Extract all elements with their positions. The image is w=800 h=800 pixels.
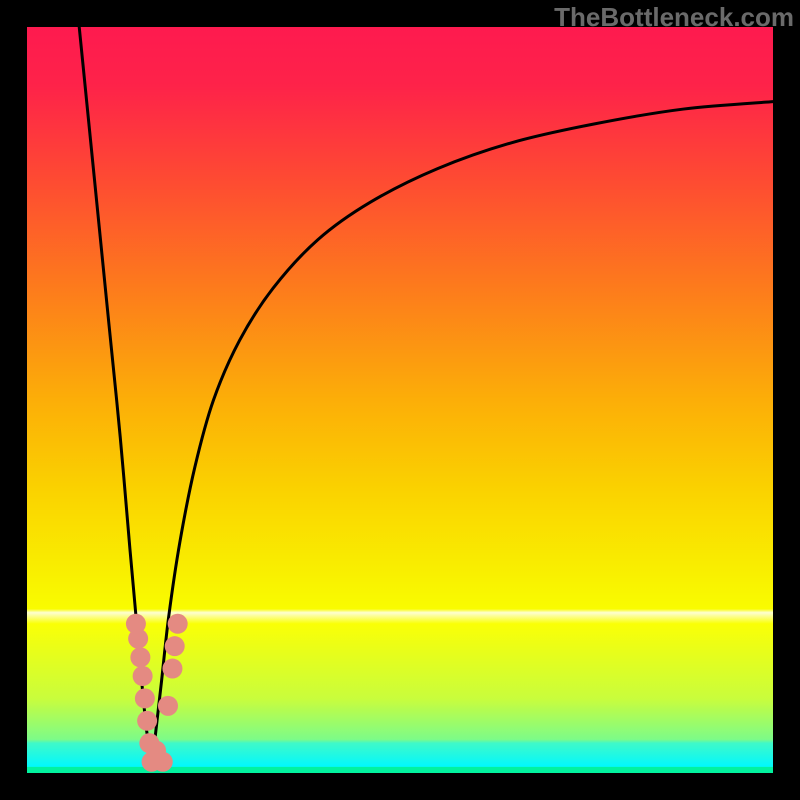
chart-root: TheBottleneck.com [0, 0, 800, 800]
marker-dot [158, 696, 178, 716]
curve-layer [27, 27, 773, 773]
right-branch-path [152, 102, 773, 766]
marker-dot [168, 614, 188, 634]
marker-dot [135, 688, 155, 708]
marker-dot [133, 666, 153, 686]
marker-dot [153, 752, 173, 772]
marker-dot [137, 711, 157, 731]
marker-dot [128, 629, 148, 649]
marker-dot [130, 647, 150, 667]
plot-area [27, 27, 773, 773]
marker-dot [165, 636, 185, 656]
marker-dot [162, 659, 182, 679]
marker-group [126, 614, 188, 772]
